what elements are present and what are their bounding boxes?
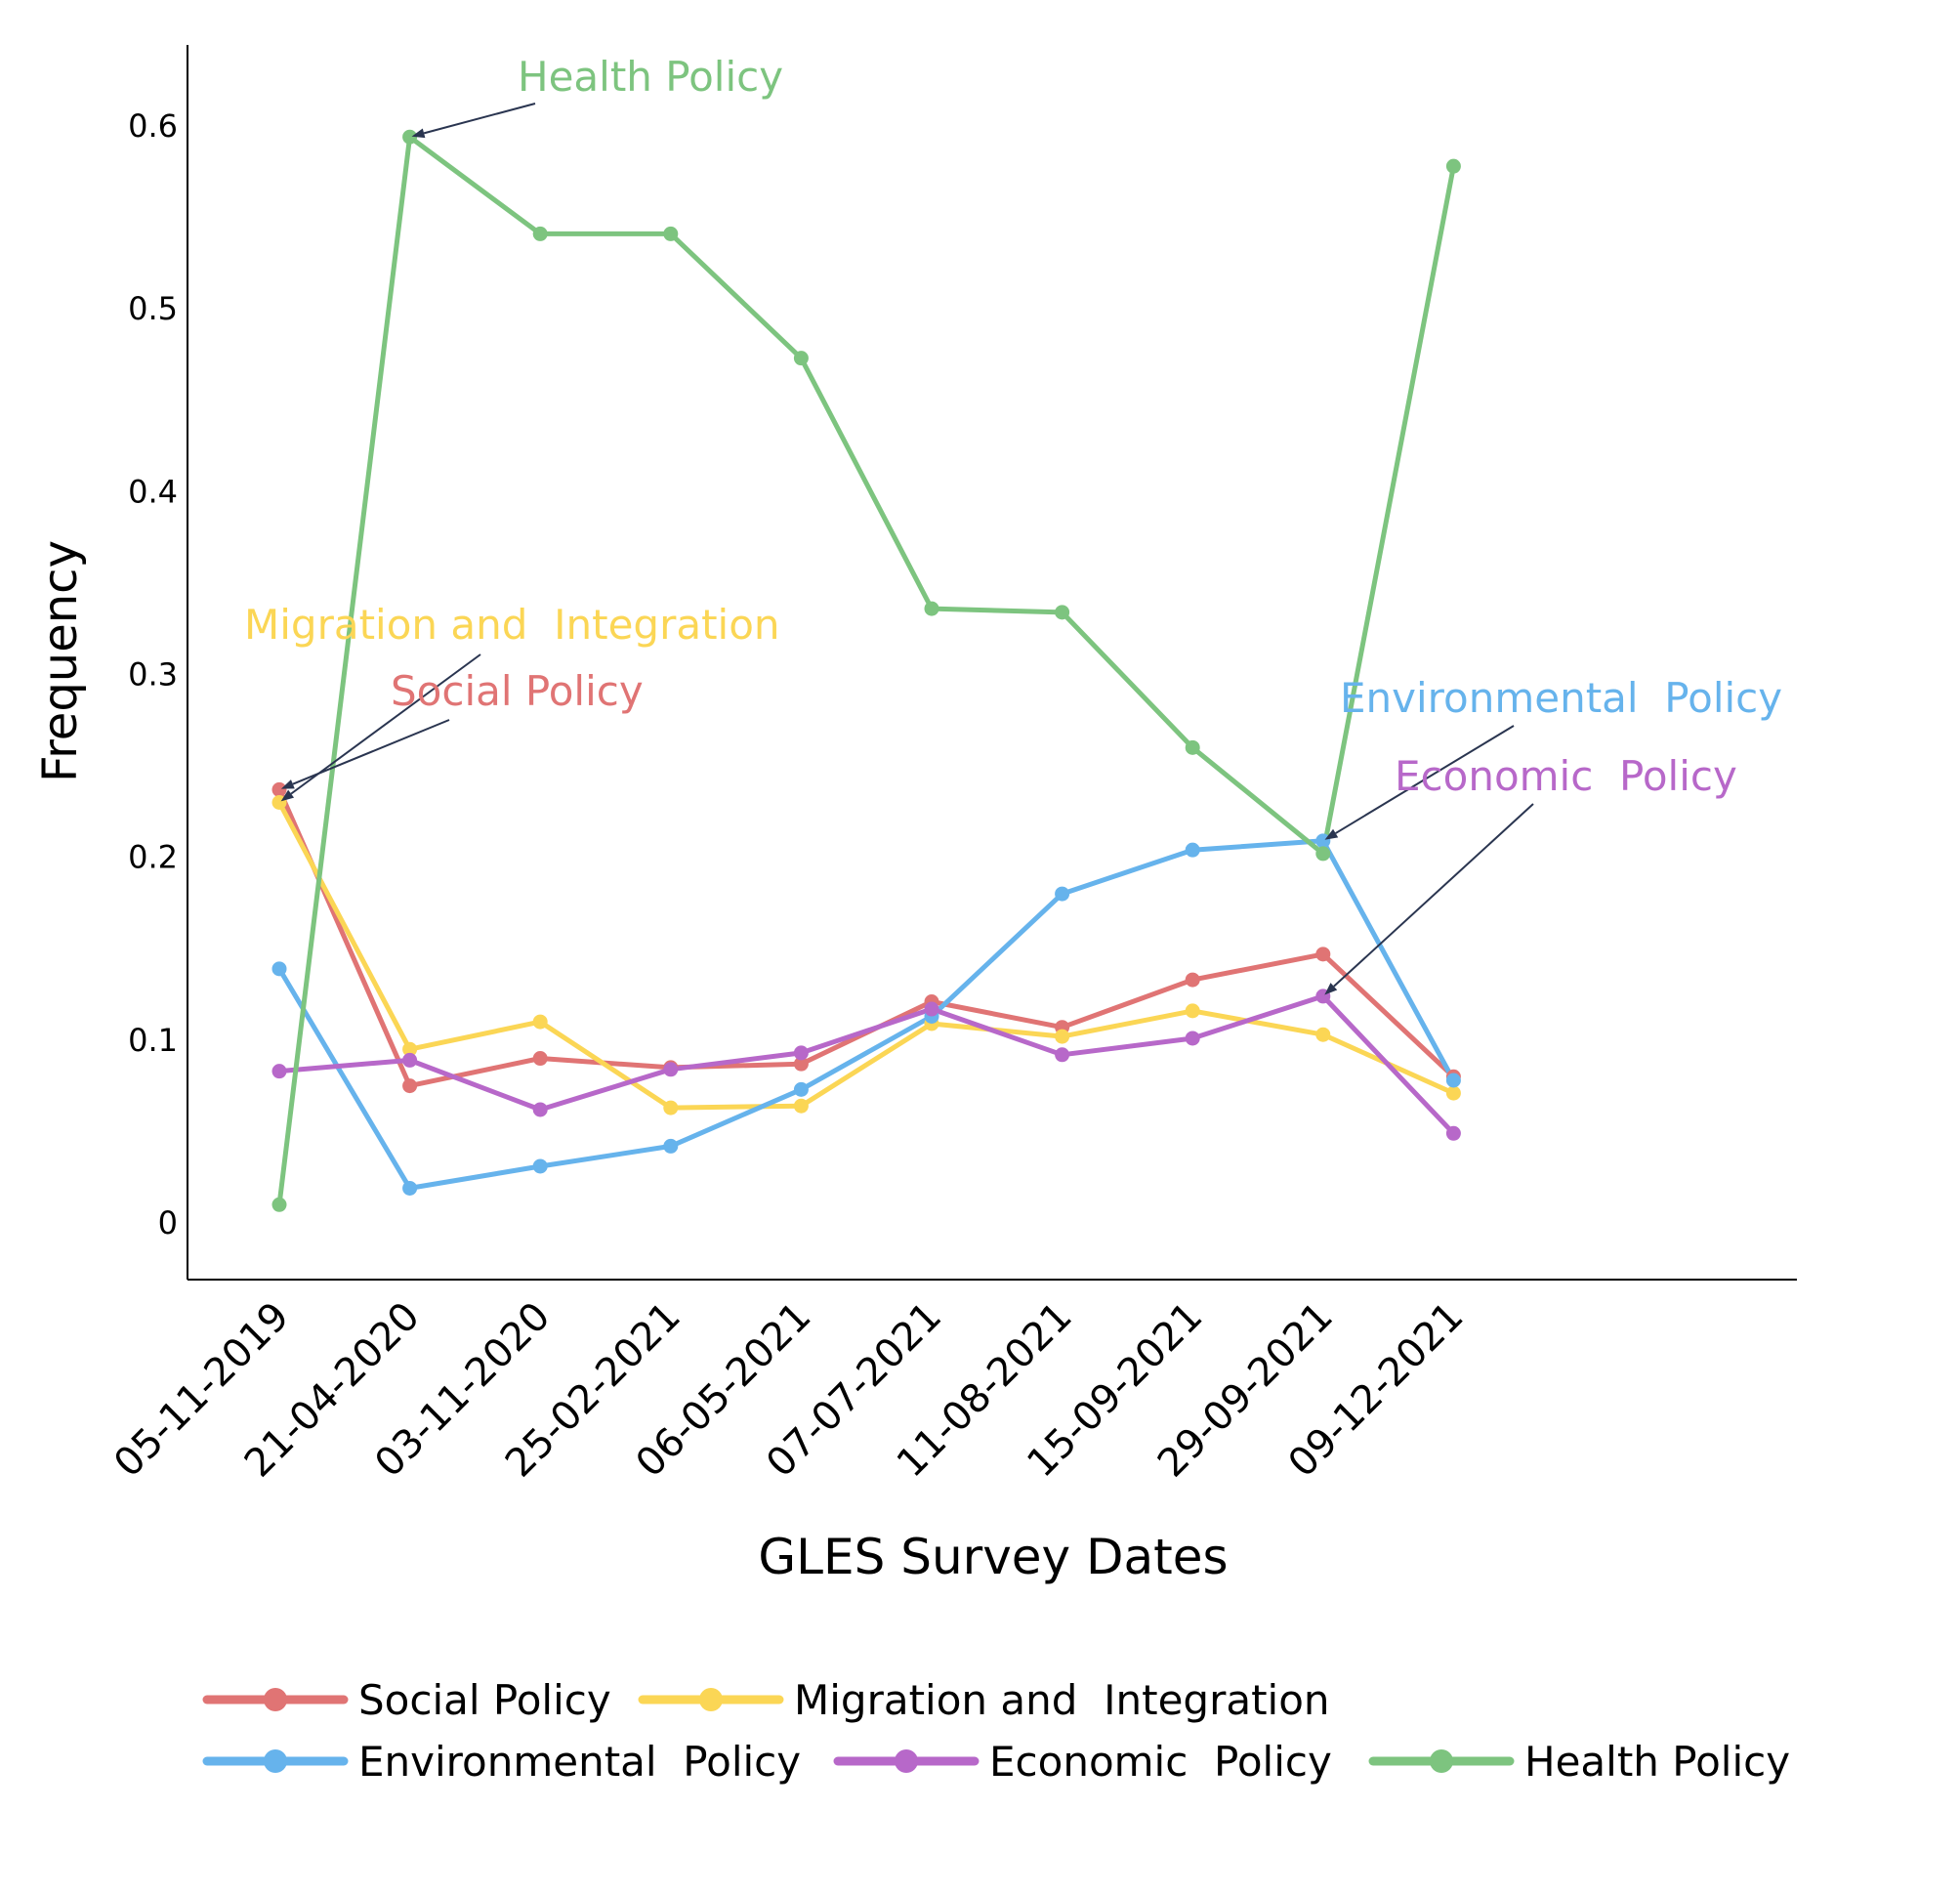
y-tick-label: 0.4 <box>128 473 178 510</box>
data-point <box>793 1045 809 1061</box>
data-point <box>1185 1031 1200 1046</box>
series-line <box>276 134 1456 1207</box>
y-tick-label: 0.3 <box>128 655 178 693</box>
data-point <box>532 1158 548 1174</box>
legend-item: Migration and Integration <box>638 1676 1330 1724</box>
data-point <box>1445 1073 1461 1088</box>
series-line <box>276 993 1456 1136</box>
legend-swatch-marker <box>264 1688 287 1711</box>
annotation-arrow <box>292 719 450 785</box>
annotation-label: Economic Policy <box>1395 752 1737 800</box>
annotation-arrowhead <box>280 779 295 789</box>
data-point <box>1055 886 1070 902</box>
legend: Social Policy Migration and Integration En… <box>202 1676 1790 1786</box>
legend-item: Health Policy <box>1368 1738 1790 1786</box>
data-point <box>1055 1047 1070 1063</box>
data-point <box>402 1078 418 1094</box>
legend-label: Health Policy <box>1524 1738 1790 1786</box>
data-point <box>532 1102 548 1117</box>
data-point <box>663 1100 679 1115</box>
series-line <box>276 800 1456 1111</box>
data-point <box>1185 739 1200 755</box>
annotation-label: Environmental Policy <box>1340 674 1782 722</box>
annotation-arrowhead <box>1324 983 1338 995</box>
series-points <box>271 129 1461 1212</box>
data-point <box>1055 605 1070 620</box>
data-point <box>1185 1003 1200 1019</box>
y-tick-labels: 0 0.1 0.2 0.3 0.4 0.5 0.6 <box>128 107 178 1242</box>
data-point <box>1445 1125 1461 1141</box>
data-point <box>663 226 679 241</box>
data-point <box>402 1041 418 1057</box>
legend-label: Migration and Integration <box>794 1676 1330 1724</box>
data-point <box>532 1014 548 1030</box>
data-point <box>1445 158 1461 174</box>
annotation-arrowhead <box>411 128 426 139</box>
data-point <box>532 226 548 241</box>
annotations: Health Policy Migration and Integration So… <box>244 53 1782 995</box>
data-point <box>1315 846 1331 862</box>
data-point <box>402 1052 418 1068</box>
data-point <box>1315 1027 1331 1042</box>
legend-swatch-marker <box>699 1688 723 1711</box>
annotation-arrow <box>1335 725 1515 834</box>
annotation-arrow <box>1333 803 1534 988</box>
data-point <box>663 1138 679 1154</box>
y-tick-label: 0.6 <box>128 107 178 145</box>
data-point <box>271 1197 287 1212</box>
data-point <box>793 1098 809 1114</box>
data-point <box>663 1062 679 1077</box>
y-tick-label: 0.1 <box>128 1022 178 1059</box>
data-point <box>1315 833 1331 849</box>
legend-item: Environmental Policy <box>202 1738 801 1786</box>
data-point <box>1445 1085 1461 1101</box>
legend-swatch-marker <box>264 1749 287 1773</box>
data-point <box>1185 842 1200 858</box>
legend-label: Environmental Policy <box>358 1738 801 1786</box>
y-tick-label: 0.5 <box>128 290 178 327</box>
data-point <box>271 961 287 977</box>
legend-label: Social Policy <box>358 1676 611 1724</box>
data-point <box>793 1081 809 1097</box>
data-point <box>924 1001 939 1017</box>
data-point <box>402 129 418 145</box>
axes <box>187 45 1797 1281</box>
annotation-label: Social Policy <box>391 667 644 715</box>
series-line <box>276 838 1456 1191</box>
legend-item: Social Policy <box>202 1676 611 1724</box>
data-point <box>1185 972 1200 988</box>
y-axis-label: Frequency <box>33 540 88 782</box>
x-tick-labels: 05-11-201921-04-202003-11-202025-02-2021… <box>105 1294 1472 1487</box>
legend-label: Economic Policy <box>989 1738 1332 1786</box>
data-point <box>924 601 939 616</box>
x-axis-label: GLES Survey Dates <box>758 1529 1228 1585</box>
data-point <box>793 351 809 366</box>
y-tick-label: 0.2 <box>128 839 178 876</box>
annotation-label: Migration and Integration <box>244 601 780 649</box>
data-point <box>271 781 287 797</box>
annotation-arrow <box>290 653 481 795</box>
data-point <box>532 1051 548 1067</box>
annotation-arrowhead <box>1324 828 1339 840</box>
data-point <box>271 1064 287 1079</box>
legend-swatch-marker <box>895 1749 918 1773</box>
data-point <box>1055 1029 1070 1044</box>
y-tick-label: 0 <box>158 1204 178 1242</box>
annotation-label: Health Policy <box>518 53 783 101</box>
data-point <box>793 1056 809 1072</box>
series-lines <box>276 134 1456 1207</box>
legend-swatch-marker <box>1430 1749 1453 1773</box>
data-point <box>1315 947 1331 962</box>
annotation-arrowhead <box>280 789 295 802</box>
legend-item: Economic Policy <box>833 1738 1332 1786</box>
data-point <box>402 1180 418 1196</box>
annotation-arrow <box>423 103 536 135</box>
